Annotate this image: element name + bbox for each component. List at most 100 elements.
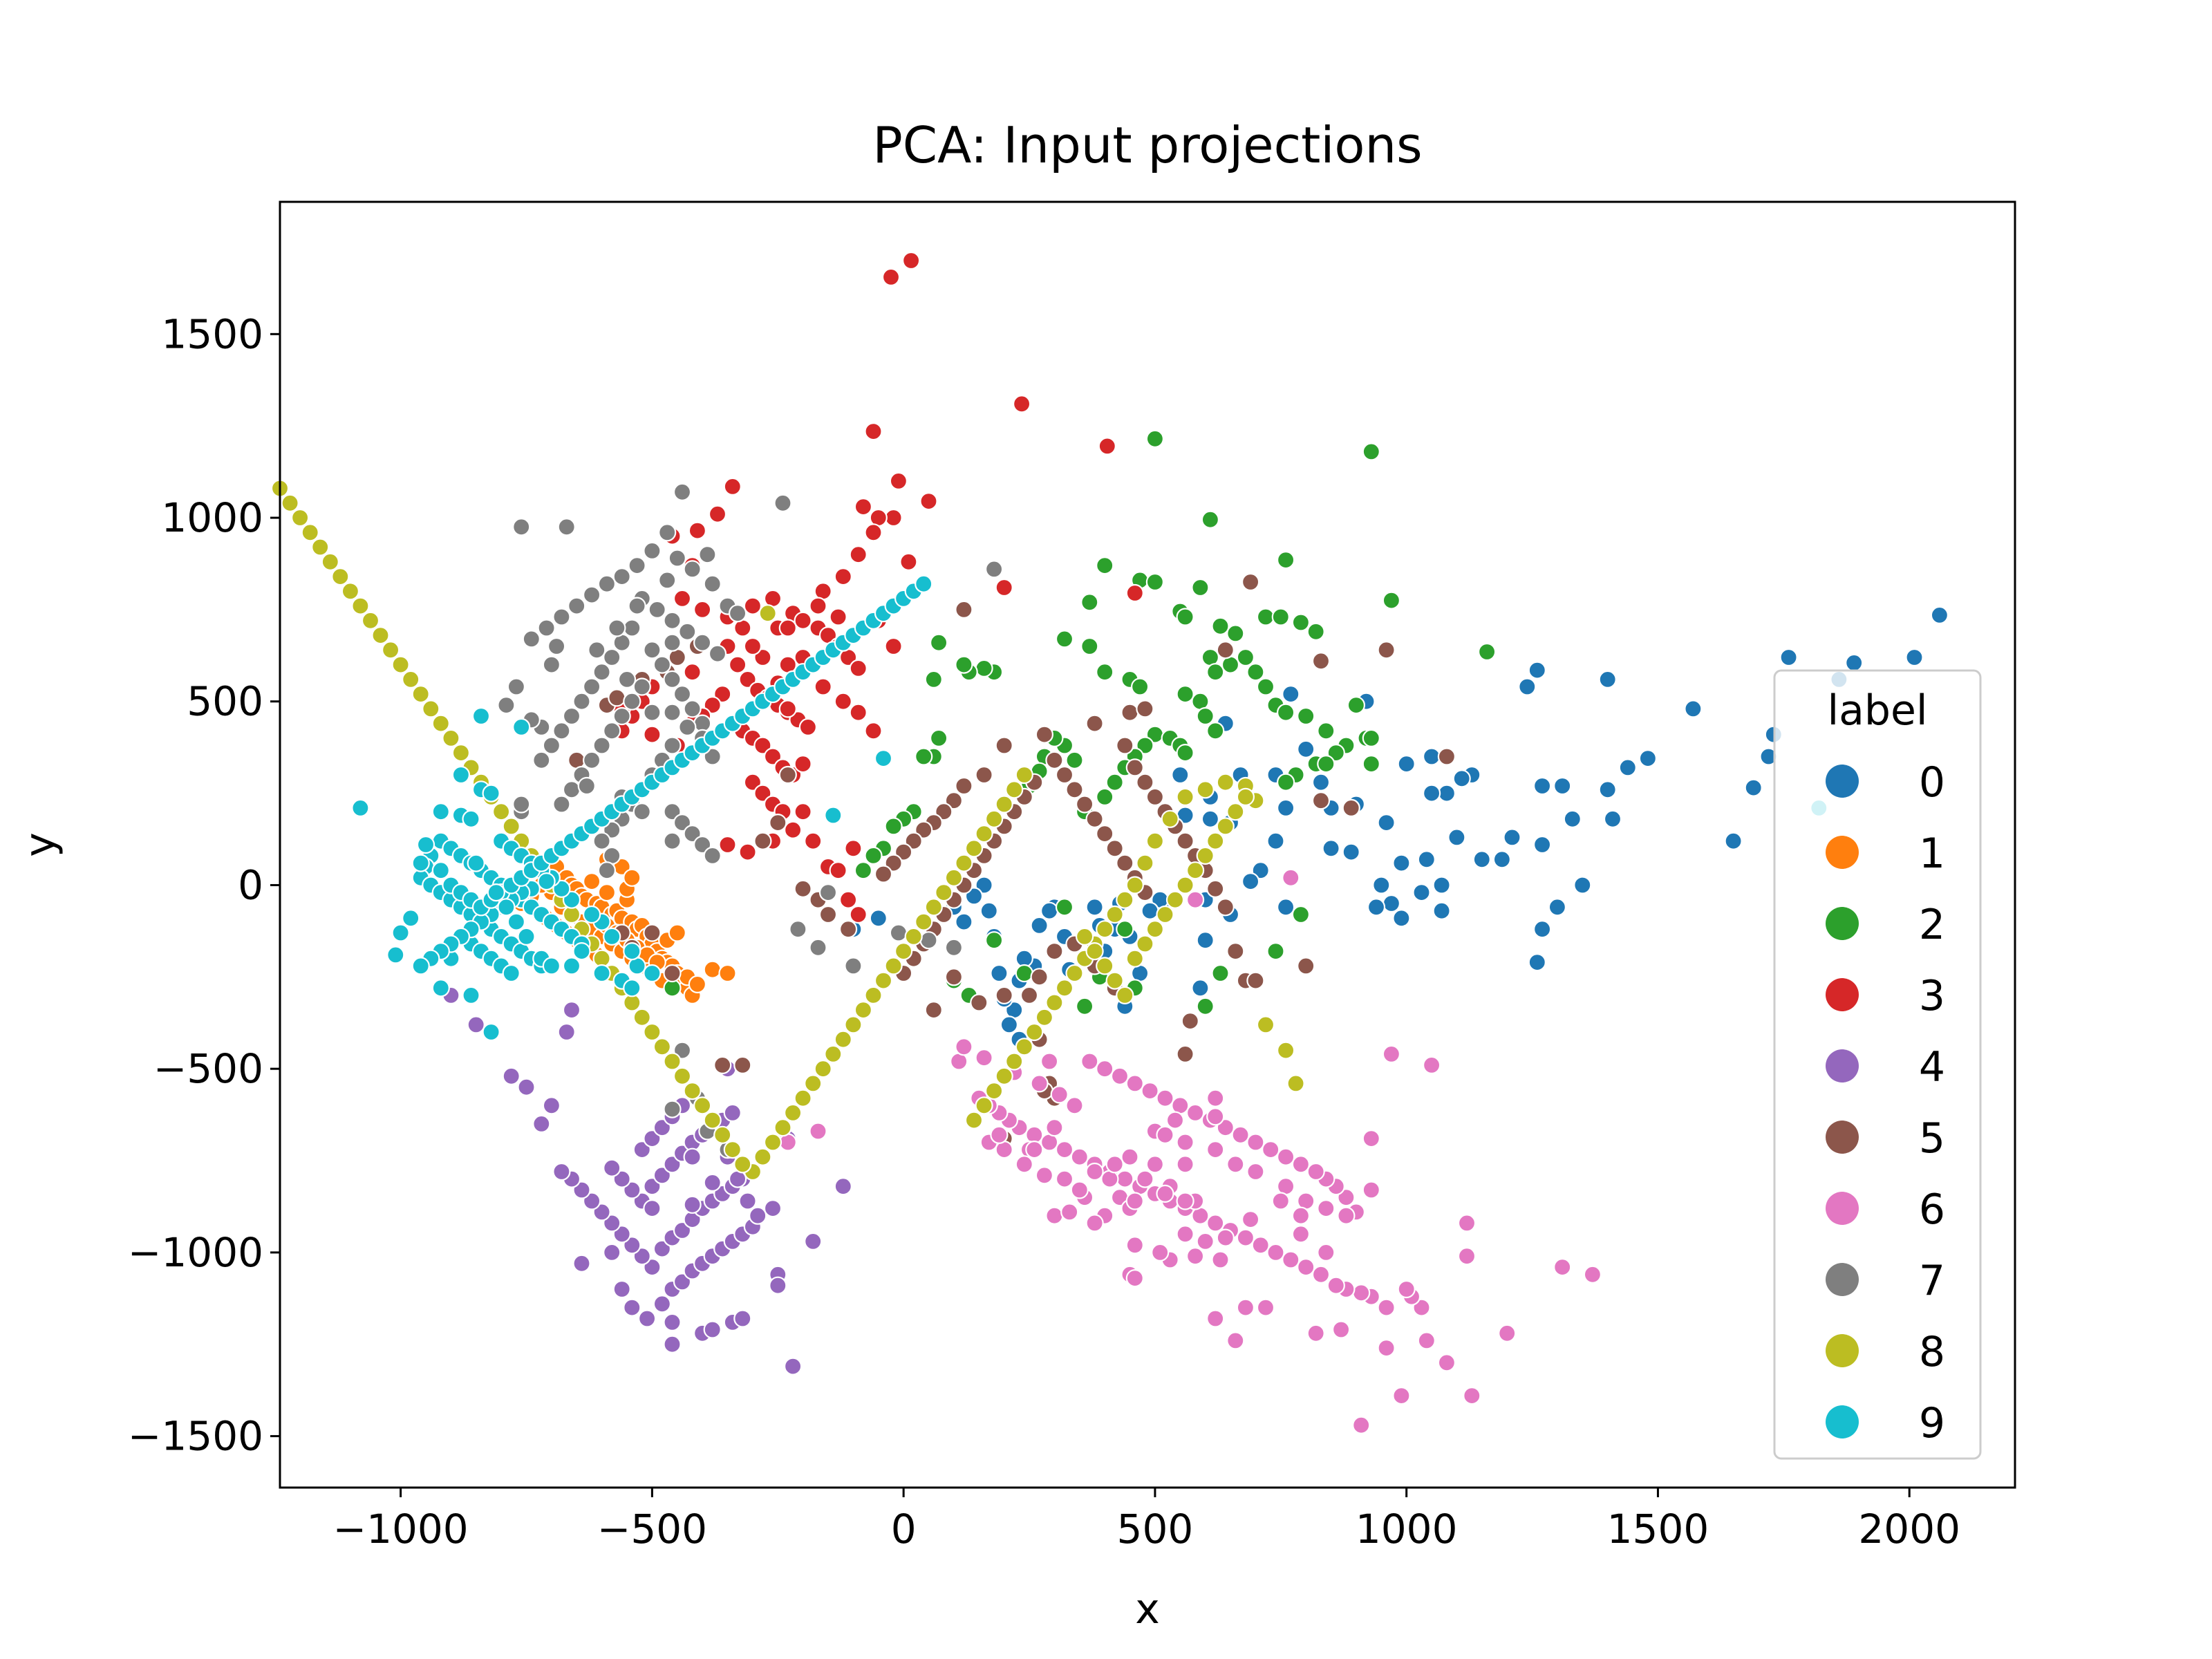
point-series-7-17 [663,611,682,630]
point-series-0-8 [1724,832,1743,850]
point-series-9-64 [643,964,662,983]
point-series-8-113 [341,582,359,601]
point-series-9-87 [431,861,450,880]
point-series-5-3 [1035,725,1054,744]
point-series-7-6 [643,541,662,561]
point-series-6-125 [1050,1085,1069,1104]
point-series-5-73 [794,879,812,898]
point-series-2-46 [1176,684,1194,704]
point-series-6-22 [1251,1236,1270,1255]
point-series-0-55 [1276,798,1295,818]
y-tick-label: 500 [187,678,263,725]
point-series-0-23 [1533,920,1552,939]
point-series-2-82 [1116,920,1134,939]
point-series-4-79 [683,1147,702,1166]
point-series-5-78 [663,964,682,983]
points-layer [270,251,1949,1434]
point-series-4-62 [804,1232,823,1251]
point-series-3-36 [738,670,757,689]
point-series-7-91 [663,1100,682,1118]
point-series-7-9 [597,574,617,593]
point-series-9-135 [915,574,933,593]
point-series-6-65 [1156,1089,1174,1107]
point-series-2-67 [924,670,943,689]
point-series-6-58 [1262,1140,1280,1159]
point-series-8-68 [794,1089,812,1107]
point-series-8-12 [1125,876,1144,894]
point-series-8-114 [331,567,350,586]
point-series-5-7 [944,791,964,810]
point-series-8-19 [1055,979,1074,997]
point-series-6-25 [1206,1214,1225,1232]
point-series-6-31 [1116,1170,1134,1188]
point-series-8-118 [291,508,310,527]
point-series-7-7 [628,556,646,575]
point-series-6-45 [1457,1247,1477,1266]
point-series-8-78 [693,1096,712,1115]
point-series-2-21 [1096,663,1114,682]
point-series-3-23 [693,600,712,619]
point-series-2-36 [1297,706,1315,726]
point-series-9-8 [462,809,480,828]
point-series-2-87 [1266,941,1285,961]
point-series-3-4 [1098,437,1116,456]
x-axis-label: x [1135,1585,1160,1633]
legend-marker-8 [1826,1334,1859,1367]
point-series-5-15 [1045,751,1064,769]
point-series-5-5 [975,765,993,785]
point-series-5-39 [1116,736,1134,755]
point-series-8-80 [673,1067,692,1085]
point-series-9-55 [402,909,420,928]
point-series-7-90 [984,560,1004,579]
legend-marker-0 [1826,765,1859,798]
point-series-6-57 [1276,1147,1295,1166]
point-series-6-133 [1045,1118,1064,1137]
point-series-7-3 [774,494,792,512]
point-series-6-140 [1121,1147,1139,1166]
point-series-2-20 [1080,637,1099,656]
point-series-7-65 [547,637,566,656]
point-series-0-66 [1201,809,1220,828]
point-series-7-66 [588,641,606,659]
point-series-6-68 [1110,1067,1130,1085]
point-series-6-116 [1206,1107,1225,1126]
point-series-3-70 [683,663,702,682]
point-series-8-48 [995,795,1013,814]
point-series-9-5 [482,784,500,803]
point-series-7-96 [844,957,863,975]
legend-label-5: 5 [1919,1114,1945,1163]
point-series-6-143 [1176,1192,1194,1210]
point-series-7-24 [592,663,611,682]
point-series-3-83 [838,890,858,909]
point-series-1-59 [718,964,737,983]
point-series-4-27 [653,1239,672,1258]
point-series-2-66 [929,633,948,652]
point-series-9-59 [572,941,591,961]
point-series-4-8 [653,1295,672,1313]
legend-label-6: 6 [1919,1185,1945,1234]
point-series-8-75 [723,1140,742,1159]
point-series-3-86 [738,843,757,861]
point-series-2-23 [1130,677,1150,696]
point-series-8-81 [663,1052,682,1071]
point-series-7-33 [663,670,682,689]
point-series-8-76 [713,1125,732,1144]
point-series-0-29 [1452,769,1471,788]
point-series-8-109 [381,641,400,659]
x-tick-label: 1000 [1356,1506,1458,1553]
point-series-0-97 [980,901,998,920]
point-series-8-67 [804,1074,823,1093]
legend-marker-4 [1826,1049,1859,1082]
point-series-5-11 [904,832,923,850]
point-series-2-4 [1382,591,1401,610]
point-series-8-61 [864,986,883,1005]
point-series-5-17 [1065,780,1084,799]
point-series-7-71 [703,574,722,593]
point-series-2-31 [1236,648,1255,667]
point-series-6-117 [1165,1111,1185,1130]
point-series-7-78 [663,703,682,722]
point-series-9-48 [502,964,521,983]
point-series-6-142 [1156,1184,1174,1203]
point-series-0-98 [975,876,993,894]
point-series-6-82 [1382,1044,1401,1064]
